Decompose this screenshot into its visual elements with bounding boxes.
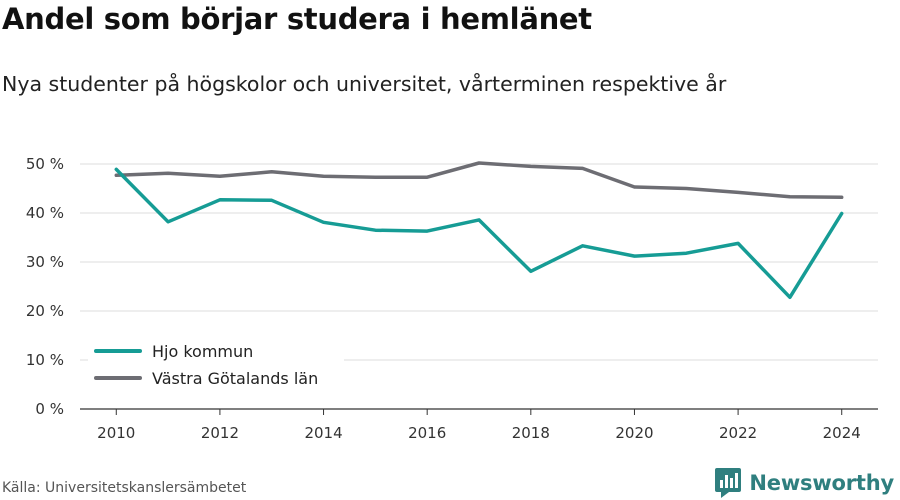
x-tick-label: 2012	[201, 424, 239, 442]
x-tick-label: 2022	[719, 424, 757, 442]
source-note: Källa: Universitetskanslersämbetet	[2, 480, 247, 496]
brand-name: Newsworthy	[749, 471, 894, 495]
legend: Hjo kommun Västra Götalands län	[88, 340, 344, 396]
x-tick-label: 2010	[97, 424, 135, 442]
y-tick-label: 10 %	[26, 351, 64, 369]
legend-label-vastra-gotalands-lan: Västra Götalands län	[152, 369, 318, 388]
y-tick-label: 50 %	[26, 155, 64, 173]
y-tick-label: 0 %	[35, 400, 64, 418]
legend-label-hjo-kommun: Hjo kommun	[152, 342, 253, 361]
bar-chart-logo-icon	[715, 468, 742, 498]
chart-title: Andel som börjar studera i hemlänet	[2, 2, 592, 36]
x-tick-label: 2014	[304, 424, 342, 442]
x-tick-label: 2024	[823, 424, 861, 442]
grid-lines: 0 % 10 % 20 % 30 % 40 % 50 %	[26, 155, 878, 418]
x-tick-label: 2020	[615, 424, 653, 442]
x-tick-label: 2016	[408, 424, 446, 442]
y-tick-label: 30 %	[26, 253, 64, 271]
x-tick-label: 2018	[512, 424, 550, 442]
series-lines	[114, 161, 844, 300]
x-axis: 2010 2012 2014 2016 2018 2020 2022 2024	[80, 408, 878, 442]
series-line-vastra-gotalands-lan	[114, 161, 844, 200]
series-line-hjo-kommun	[114, 167, 844, 300]
line-chart: 0 % 10 % 20 % 30 % 40 % 50 % 2010 2012 2014 2016…	[26, 155, 878, 442]
brand-logo[interactable]: Newsworthy	[715, 468, 894, 498]
y-tick-label: 40 %	[26, 204, 64, 222]
y-tick-label: 20 %	[26, 302, 64, 320]
chart-subtitle: Nya studenter på högskolor och universit…	[2, 72, 727, 96]
